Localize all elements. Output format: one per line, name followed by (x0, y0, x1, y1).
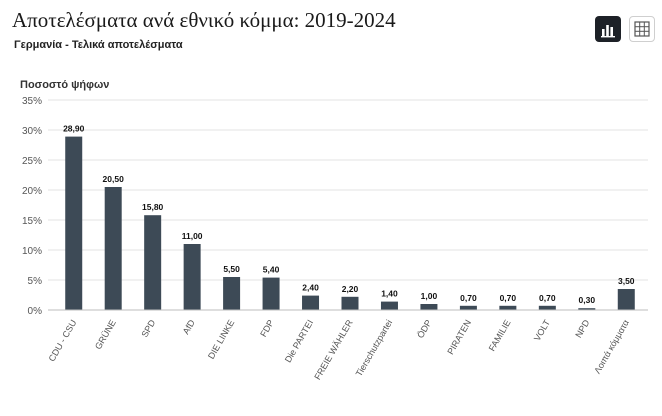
bar[interactable] (380, 301, 398, 310)
bar-value-label: 2,40 (302, 283, 319, 293)
y-tick-label: 0% (28, 306, 43, 317)
x-tick-label: Λοιπά κόμματα (592, 318, 631, 375)
x-tick-label: ÖDP (415, 318, 433, 340)
x-tick-label: Tierschutzpartei (354, 318, 395, 378)
y-tick-label: 30% (22, 126, 42, 137)
x-tick-label: FDP (258, 318, 276, 339)
chart-view-button[interactable] (595, 16, 621, 42)
bar[interactable] (538, 305, 556, 310)
y-axis-title: Ποσοστό ψήφων (20, 79, 109, 91)
bar[interactable] (262, 277, 280, 310)
x-tick-label: NPD (573, 318, 591, 340)
x-tick-label: AfD (181, 318, 197, 336)
bar-value-label: 0,30 (579, 295, 596, 305)
bar-value-label: 0,70 (539, 293, 556, 303)
bar-value-label: 1,00 (421, 291, 438, 301)
bar-chart-icon (601, 25, 615, 38)
page-title: Αποτελέσματα ανά εθνικό κόμμα: 2019-2024 (12, 8, 396, 32)
y-tick-label: 20% (22, 186, 42, 197)
bar[interactable] (341, 296, 359, 310)
table-grid-icon (634, 21, 650, 37)
bar-value-label: 28,90 (63, 124, 85, 134)
x-tick-label: SPD (139, 318, 157, 339)
bar-value-label: 20,50 (103, 174, 125, 184)
bar-value-label: 5,40 (263, 265, 280, 275)
bar[interactable] (617, 289, 635, 310)
table-view-button[interactable] (629, 16, 655, 42)
x-tick-label: GRÜNE (93, 318, 118, 351)
x-tick-label: Die PARTEI (283, 318, 316, 364)
x-tick-label: PIRATEN (445, 318, 473, 356)
bar[interactable] (578, 308, 596, 310)
y-tick-label: 15% (22, 216, 42, 227)
bar[interactable] (223, 277, 241, 310)
x-tick-label: VOLT (532, 318, 552, 343)
y-tick-label: 5% (28, 276, 43, 287)
bar[interactable] (459, 305, 477, 310)
x-tick-label: FAMILIE (487, 318, 513, 353)
x-tick-label: FREIE WÄHLER (312, 318, 355, 382)
bar[interactable] (420, 304, 438, 310)
bar[interactable] (104, 187, 122, 310)
bar-value-label: 0,70 (460, 293, 477, 303)
bar-value-label: 5,50 (223, 264, 240, 274)
bar[interactable] (144, 215, 162, 310)
bar-value-label: 11,00 (182, 231, 203, 241)
bar[interactable] (65, 136, 83, 310)
bar[interactable] (302, 295, 320, 310)
bar[interactable] (183, 244, 201, 310)
x-tick-label: CDU - CSU (47, 318, 79, 363)
bar[interactable] (499, 305, 517, 310)
bar-value-label: 15,80 (142, 202, 164, 212)
bar-value-label: 1,40 (381, 289, 398, 299)
bar-value-label: 3,50 (618, 276, 635, 286)
bar-value-label: 2,20 (342, 284, 359, 294)
x-tick-label: DIE LINKE (206, 318, 236, 361)
bar-value-label: 0,70 (500, 293, 517, 303)
page-subtitle: Γερμανία - Τελικά αποτελέσματα (14, 39, 183, 51)
y-tick-label: 25% (22, 156, 42, 167)
y-tick-label: 35% (22, 96, 42, 107)
y-tick-label: 10% (22, 246, 42, 257)
